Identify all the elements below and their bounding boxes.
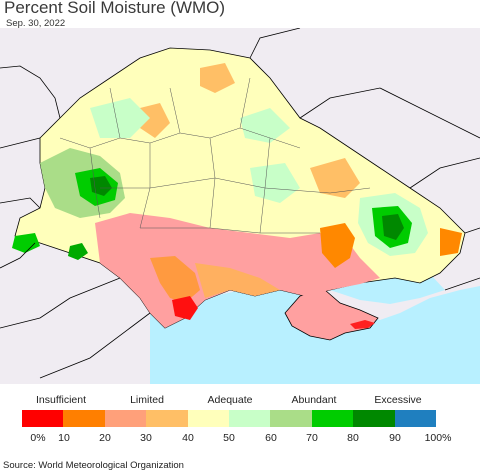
legend-label-excessive: Excessive (374, 394, 422, 406)
orange-patch-east (320, 223, 355, 268)
legend-swatch-20-30 (104, 410, 147, 427)
legend-tick-70: 70 (306, 432, 318, 444)
legend-tick-80: 80 (347, 432, 359, 444)
legend-tick-40: 40 (182, 432, 194, 444)
legend-tick-30: 30 (140, 432, 152, 444)
orange-patch-far-east (440, 228, 462, 256)
country-borders (0, 28, 480, 379)
soil-moisture-map (0, 28, 480, 384)
legend-swatch-40-50 (187, 410, 230, 427)
legend-color-bar (22, 410, 437, 427)
orange-patch-south (195, 263, 280, 298)
map-date: Sep. 30, 2022 (6, 18, 66, 29)
source-credit: Source: World Meteorological Organizatio… (3, 460, 184, 471)
legend-swatch-10-20 (63, 410, 105, 427)
orange-patch-north (140, 103, 170, 138)
north-light-green2 (240, 108, 290, 143)
legend-swatch-0-10 (22, 410, 64, 427)
legend-tick-60: 60 (265, 432, 277, 444)
legend-tick-0: 0% (30, 432, 46, 444)
legend-label-limited: Limited (130, 394, 164, 406)
southwest-green (12, 233, 40, 253)
orange-patch-northeast (310, 158, 360, 198)
legend-label-abundant: Abundant (291, 394, 337, 406)
legend-swatch-70-80 (311, 410, 354, 427)
legend-tick-10: 10 (58, 432, 70, 444)
north-light-green (90, 98, 150, 138)
central-light-green (250, 163, 300, 203)
orange-patch-odesa (150, 256, 200, 303)
map-title: Percent Soil Moisture (WMO) (4, 0, 226, 17)
legend-swatch-60-70 (270, 410, 312, 427)
legend-swatch-50-60 (229, 410, 271, 427)
crimea-south-red (350, 320, 375, 329)
legend-label-insufficient: Insufficient (35, 394, 87, 406)
oblast-boundaries (59, 77, 371, 234)
legend-tick-100: 100% (424, 432, 452, 444)
legend-swatch-90-100 (394, 410, 437, 427)
legend-swatch-80-90 (353, 410, 395, 427)
legend-label-adequate: Adequate (207, 394, 253, 406)
legend-tick-20: 20 (99, 432, 111, 444)
legend-tick-50: 50 (223, 432, 235, 444)
orange-patch-north2 (200, 63, 235, 93)
red-spot-southwest (172, 296, 198, 320)
legend-swatch-30-40 (146, 410, 188, 427)
southwest-green2 (68, 243, 88, 260)
legend-tick-90: 90 (389, 432, 401, 444)
east-wettest-zone (382, 214, 404, 240)
